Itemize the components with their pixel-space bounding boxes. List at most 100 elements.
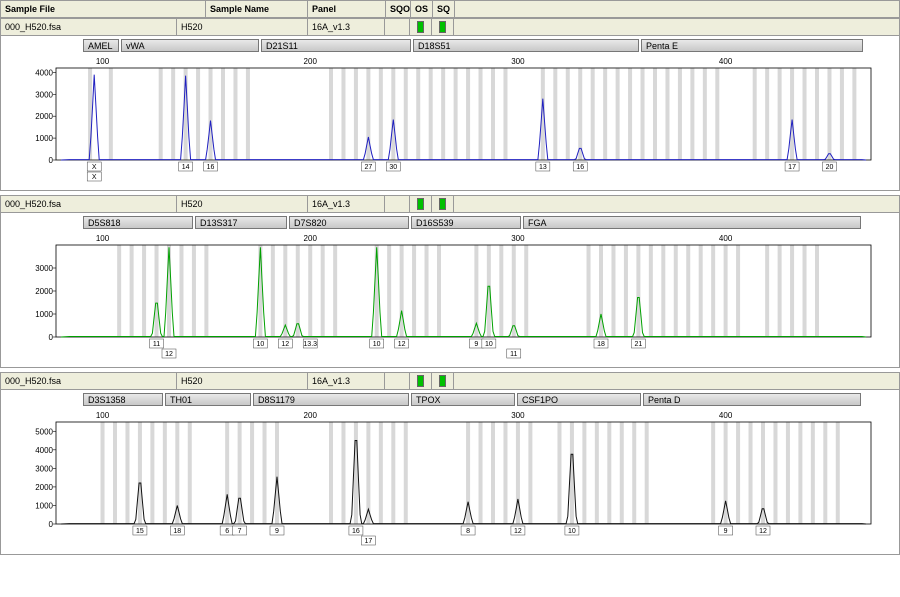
svg-text:21: 21 bbox=[634, 341, 642, 348]
marker-chip[interactable]: TPOX bbox=[411, 393, 515, 406]
sample-name: H520 bbox=[177, 19, 308, 35]
svg-text:400: 400 bbox=[719, 57, 733, 66]
svg-text:1000: 1000 bbox=[35, 134, 53, 143]
panel-header: 000_H520.fsaH52016A_v1.3 bbox=[1, 373, 899, 390]
plot-area[interactable]: 100 200 300 400 0 1000 2000 3000 11 12 10 12 13.3 10 1… bbox=[1, 231, 899, 367]
header-os: OS bbox=[411, 1, 433, 17]
svg-text:2000: 2000 bbox=[35, 112, 53, 121]
svg-text:3000: 3000 bbox=[35, 90, 53, 99]
svg-text:9: 9 bbox=[275, 528, 279, 535]
svg-text:14: 14 bbox=[182, 164, 190, 171]
marker-chip[interactable]: D13S317 bbox=[195, 216, 287, 229]
marker-chip[interactable]: FGA bbox=[523, 216, 861, 229]
svg-text:300: 300 bbox=[511, 57, 525, 66]
marker-chip[interactable]: D21S11 bbox=[261, 39, 411, 52]
svg-text:16: 16 bbox=[576, 164, 584, 171]
svg-text:15: 15 bbox=[136, 528, 144, 535]
svg-text:2000: 2000 bbox=[35, 483, 53, 492]
svg-text:17: 17 bbox=[364, 538, 372, 545]
panel-name: 16A_v1.3 bbox=[308, 373, 385, 389]
svg-text:30: 30 bbox=[389, 164, 397, 171]
svg-text:5000: 5000 bbox=[35, 427, 53, 436]
svg-text:9: 9 bbox=[474, 341, 478, 348]
marker-chip[interactable]: D3S1358 bbox=[83, 393, 163, 406]
svg-text:100: 100 bbox=[96, 234, 110, 243]
marker-bar: D5S818D13S317D7S820D16S539FGA bbox=[1, 213, 899, 231]
marker-bar: D3S1358TH01D8S1179TPOXCSF1POPenta D bbox=[1, 390, 899, 408]
header-sq: SQ bbox=[433, 1, 455, 17]
header-sample-file: Sample File bbox=[1, 1, 206, 17]
marker-chip[interactable]: D5S818 bbox=[83, 216, 193, 229]
sq-status-icon bbox=[439, 198, 446, 210]
svg-text:X: X bbox=[92, 174, 97, 181]
svg-text:400: 400 bbox=[719, 411, 733, 420]
marker-chip[interactable]: TH01 bbox=[165, 393, 251, 406]
electropherogram-panel: 000_H520.fsaH52016A_v1.3AMELvWAD21S11D18… bbox=[0, 18, 900, 191]
svg-text:6: 6 bbox=[225, 528, 229, 535]
svg-text:20: 20 bbox=[826, 164, 834, 171]
os-status-icon bbox=[417, 198, 424, 210]
marker-chip[interactable]: D16S539 bbox=[411, 216, 521, 229]
os-status-icon bbox=[417, 375, 424, 387]
svg-text:200: 200 bbox=[304, 234, 318, 243]
svg-text:4000: 4000 bbox=[35, 68, 53, 77]
svg-text:1000: 1000 bbox=[35, 501, 53, 510]
svg-text:2000: 2000 bbox=[35, 287, 53, 296]
svg-text:11: 11 bbox=[510, 351, 517, 358]
svg-text:3000: 3000 bbox=[35, 264, 53, 273]
sample-name: H520 bbox=[177, 196, 308, 212]
header-sample-name: Sample Name bbox=[206, 1, 308, 17]
sample-name: H520 bbox=[177, 373, 308, 389]
sample-file: 000_H520.fsa bbox=[1, 373, 177, 389]
marker-chip[interactable]: Penta E bbox=[641, 39, 863, 52]
marker-chip[interactable]: D8S1179 bbox=[253, 393, 409, 406]
svg-text:18: 18 bbox=[173, 528, 181, 535]
plot-area[interactable]: 10020030040001000200030004000XX141627301… bbox=[1, 54, 899, 190]
marker-chip[interactable]: CSF1PO bbox=[517, 393, 641, 406]
svg-text:27: 27 bbox=[364, 164, 372, 171]
marker-chip[interactable]: vWA bbox=[121, 39, 259, 52]
svg-text:17: 17 bbox=[788, 164, 796, 171]
svg-text:12: 12 bbox=[759, 528, 767, 535]
svg-text:300: 300 bbox=[511, 411, 525, 420]
marker-bar: AMELvWAD21S11D18S51Penta E bbox=[1, 36, 899, 54]
svg-text:8: 8 bbox=[466, 528, 470, 535]
svg-text:11: 11 bbox=[153, 341, 160, 348]
header-sqo: SQO bbox=[386, 1, 411, 17]
svg-text:200: 200 bbox=[304, 411, 318, 420]
svg-text:0: 0 bbox=[49, 520, 54, 529]
panel-header: 000_H520.fsaH52016A_v1.3 bbox=[1, 196, 899, 213]
svg-text:18: 18 bbox=[597, 341, 605, 348]
sample-file: 000_H520.fsa bbox=[1, 19, 177, 35]
svg-text:0: 0 bbox=[49, 156, 54, 165]
plot-area[interactable]: 1002003004000100020003000400050001518679… bbox=[1, 408, 899, 554]
svg-text:100: 100 bbox=[96, 57, 110, 66]
svg-text:400: 400 bbox=[719, 234, 733, 243]
sq-status-icon bbox=[439, 375, 446, 387]
electropherogram-panel: 000_H520.fsaH52016A_v1.3D5S818D13S317D7S… bbox=[0, 195, 900, 368]
svg-text:10: 10 bbox=[568, 528, 576, 535]
os-status-icon bbox=[417, 21, 424, 33]
sample-file: 000_H520.fsa bbox=[1, 196, 177, 212]
svg-text:1000: 1000 bbox=[35, 310, 53, 319]
svg-text:10: 10 bbox=[373, 341, 381, 348]
marker-chip[interactable]: Penta D bbox=[643, 393, 861, 406]
svg-text:3000: 3000 bbox=[35, 464, 53, 473]
electropherogram-panel: 000_H520.fsaH52016A_v1.3D3S1358TH01D8S11… bbox=[0, 372, 900, 555]
svg-text:300: 300 bbox=[511, 234, 525, 243]
marker-chip[interactable]: D7S820 bbox=[289, 216, 409, 229]
svg-text:10: 10 bbox=[256, 341, 264, 348]
panel-name: 16A_v1.3 bbox=[308, 196, 385, 212]
svg-text:10: 10 bbox=[485, 341, 493, 348]
marker-chip[interactable]: AMEL bbox=[83, 39, 119, 52]
panels-container: 000_H520.fsaH52016A_v1.3AMELvWAD21S11D18… bbox=[0, 18, 900, 555]
svg-text:0: 0 bbox=[49, 333, 54, 342]
svg-text:16: 16 bbox=[352, 528, 360, 535]
sq-status-icon bbox=[439, 21, 446, 33]
svg-text:4000: 4000 bbox=[35, 446, 53, 455]
marker-chip[interactable]: D18S51 bbox=[413, 39, 639, 52]
svg-text:13: 13 bbox=[539, 164, 547, 171]
svg-text:12: 12 bbox=[281, 341, 289, 348]
svg-text:13.3: 13.3 bbox=[303, 341, 317, 348]
svg-text:12: 12 bbox=[165, 351, 173, 358]
